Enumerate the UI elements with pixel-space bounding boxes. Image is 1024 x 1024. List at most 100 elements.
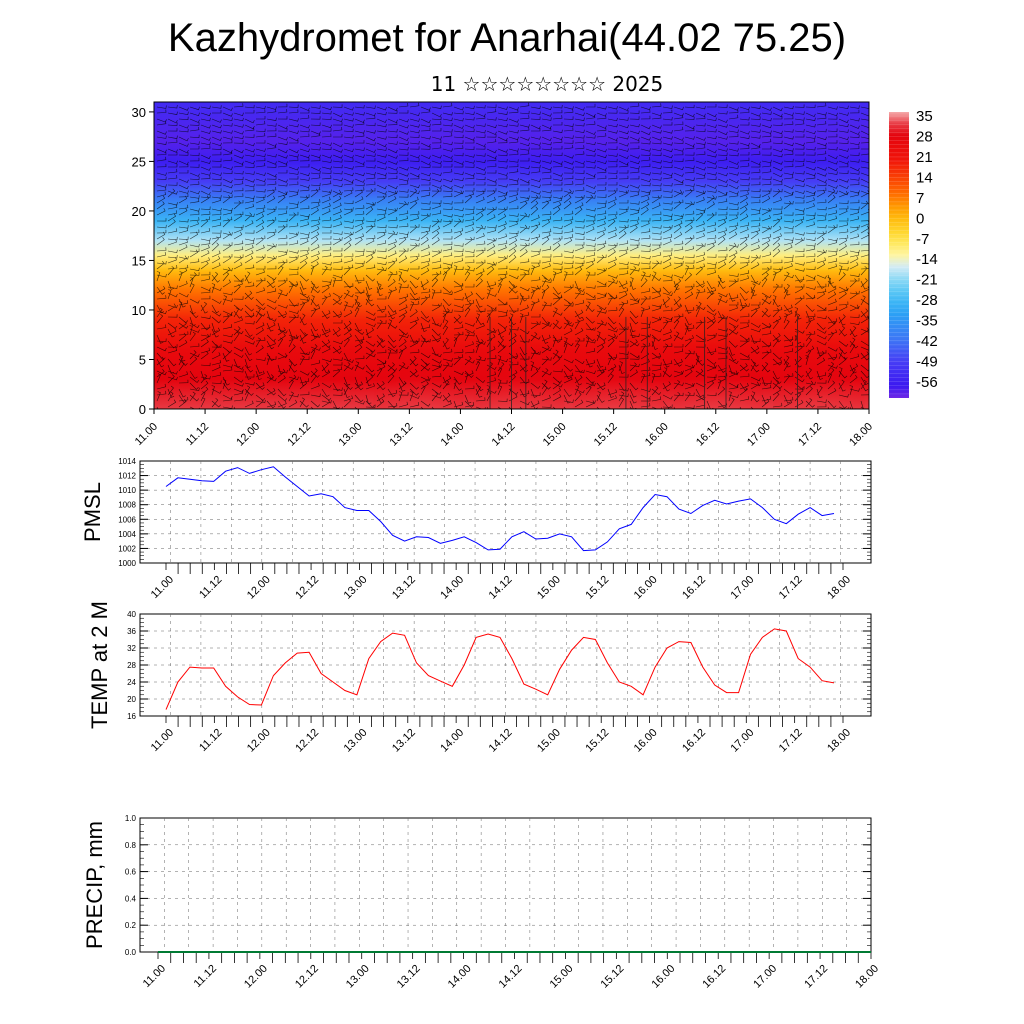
wind-barb: [794, 216, 805, 222]
x-tick-label: 15.00: [541, 421, 569, 449]
wind-barb: [607, 316, 617, 325]
wind-barb: [178, 142, 189, 147]
wind-barb: [530, 251, 540, 258]
wind-barb: [354, 277, 365, 282]
wind-barb: [464, 358, 475, 364]
wind-barb: [376, 214, 386, 222]
wind-barb: [442, 201, 453, 205]
wind-barb: [398, 201, 407, 210]
wind-barb: [277, 235, 288, 240]
x-tick-label: 11.12: [197, 727, 224, 754]
wind-barb: [354, 252, 365, 258]
wind-barb: [299, 355, 305, 366]
wind-barb: [761, 242, 770, 252]
wind-barb: [376, 280, 384, 290]
wind-barb: [299, 397, 305, 408]
wind-barb: [453, 199, 464, 204]
wind-barb: [442, 313, 447, 324]
wind-barb: [508, 163, 519, 168]
wind-barb: [376, 286, 383, 296]
wind-barb: [849, 290, 860, 295]
wind-barb: [299, 280, 307, 290]
wind-barb: [629, 103, 640, 108]
y-tick-label: 1014: [118, 457, 136, 466]
wind-barb: [618, 301, 625, 312]
wind-barb: [475, 112, 486, 117]
wind-barb: [783, 271, 790, 282]
wind-barb: [387, 110, 398, 114]
wind-barb: [728, 394, 739, 398]
wind-barb: [376, 129, 387, 133]
wind-barb: [849, 385, 853, 396]
wind-barb: [322, 236, 332, 240]
wind-barb: [475, 171, 486, 175]
wind-barb: [761, 233, 772, 240]
wind-barb: [222, 295, 227, 306]
wind-barb: [530, 286, 541, 290]
wind-barb: [442, 266, 451, 276]
wind-barb: [200, 376, 211, 380]
wind-barb: [189, 164, 200, 168]
wind-barb: [332, 277, 343, 282]
wind-barb: [607, 158, 618, 163]
wind-barb: [574, 392, 582, 402]
wind-barb: [607, 117, 618, 122]
wind-barb: [673, 220, 683, 228]
wind-barb: [805, 159, 816, 164]
wind-barb: [519, 400, 530, 406]
wind-barb: [464, 300, 475, 306]
wind-barb: [827, 280, 837, 289]
wind-barb: [255, 313, 263, 324]
wind-barb: [464, 291, 474, 300]
wind-barb: [585, 381, 594, 390]
wind-barb: [728, 152, 739, 157]
wind-barb: [585, 174, 596, 180]
wind-barb: [475, 176, 486, 181]
wind-barb: [288, 281, 298, 288]
wind-barb: [805, 386, 813, 396]
wind-barb: [299, 247, 310, 252]
wind-barb: [717, 172, 728, 177]
wind-barb: [475, 159, 486, 164]
x-tick-label: 12.12: [285, 421, 313, 449]
wind-barb: [497, 367, 503, 378]
x-tick-label: 12.12: [293, 963, 321, 991]
wind-barb: [486, 170, 497, 174]
wind-barb: [816, 350, 825, 360]
wind-barb: [497, 355, 502, 366]
wind-barb: [596, 364, 605, 374]
wind-barb: [772, 315, 782, 324]
wind-barb: [321, 216, 332, 222]
wind-barb: [574, 164, 585, 168]
wind-barb: [574, 202, 584, 210]
wind-barb: [717, 111, 728, 115]
wind-barb: [552, 319, 559, 330]
wind-barb: [343, 208, 353, 216]
wind-barb: [321, 339, 331, 348]
wind-barb: [640, 394, 651, 400]
wind-barb: [343, 362, 351, 372]
wind-barb: [409, 172, 420, 178]
wind-barb: [365, 370, 376, 377]
wind-barb: [398, 297, 407, 306]
wind-barb: [244, 142, 255, 147]
wind-barb: [761, 350, 770, 360]
wind-barb: [508, 178, 519, 182]
wind-barb: [640, 278, 648, 288]
wind-barb: [376, 283, 382, 294]
wind-barb: [805, 304, 815, 312]
wind-barb: [200, 333, 210, 342]
wind-barb: [607, 187, 618, 192]
wind-barb: [266, 316, 277, 322]
wind-barb: [739, 292, 748, 301]
wind-barb: [651, 316, 661, 324]
wind-barb: [387, 128, 398, 133]
wind-barb: [189, 122, 200, 126]
wind-barb: [695, 266, 703, 276]
wind-barb: [233, 231, 243, 240]
wind-barb: [156, 195, 166, 204]
wind-barb: [805, 349, 812, 360]
wind-barb: [156, 163, 167, 168]
wind-barb: [464, 227, 474, 234]
wind-barb: [464, 117, 475, 121]
